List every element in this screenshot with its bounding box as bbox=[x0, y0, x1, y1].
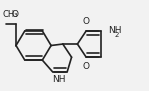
Text: CH₃: CH₃ bbox=[3, 10, 18, 19]
Text: 2: 2 bbox=[115, 32, 119, 37]
Text: NH: NH bbox=[52, 75, 65, 84]
Text: O: O bbox=[12, 10, 19, 19]
Text: NH: NH bbox=[108, 26, 122, 35]
Text: O: O bbox=[83, 62, 90, 71]
Text: O: O bbox=[83, 17, 90, 26]
